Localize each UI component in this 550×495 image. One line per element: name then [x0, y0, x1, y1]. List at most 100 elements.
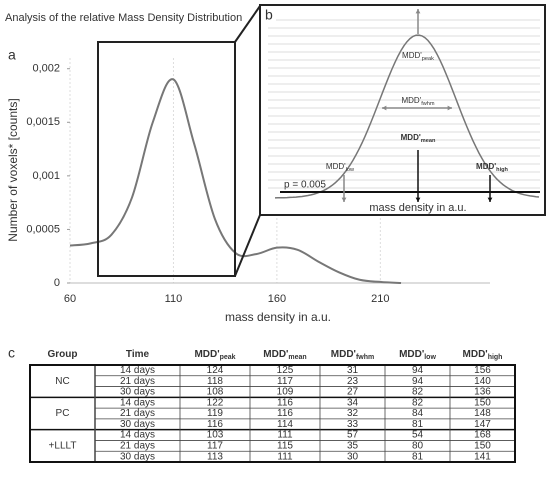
table: Group Time MDD'peak MDD'mean MDD'fwhm MDD'low… [29, 349, 516, 463]
table-header-main: MDD' [399, 349, 424, 360]
table-cell: 141 [474, 451, 491, 462]
table-header: MDD'low [399, 349, 436, 361]
table-cell: 81 [412, 451, 424, 462]
table-header: MDD'mean [263, 349, 306, 361]
panel-label-bg [262, 7, 276, 23]
group-label: PC [56, 408, 70, 419]
inset-label: MDD'peak [402, 51, 434, 62]
y-tick-label: 0,0005 [26, 223, 60, 235]
table-cell: 23 [347, 376, 359, 387]
x-tick-label: 210 [371, 293, 389, 305]
table-cell: 168 [474, 430, 491, 441]
table-cell: 118 [207, 376, 223, 387]
table-cell: 115 [277, 440, 293, 451]
inset-label-main: MDD' [401, 96, 421, 105]
table-cell: 113 [207, 451, 223, 462]
table-cell: 54 [412, 430, 424, 441]
table-cell: 31 [347, 365, 359, 376]
inset-label-main: MDD' [326, 162, 346, 171]
x-tick-label: 110 [165, 293, 183, 305]
arrow-head [415, 9, 421, 14]
table-header-main: MDD' [194, 349, 219, 360]
panel-label: c [8, 345, 15, 361]
table-cell: 57 [347, 430, 359, 441]
table-border [29, 364, 516, 463]
table-cell: 80 [412, 440, 424, 451]
table-cell: 94 [412, 365, 424, 376]
table-cell: 32 [347, 408, 359, 419]
panel-label: a [8, 47, 16, 63]
table-cell: 124 [207, 365, 224, 376]
threshold-label: p = 0.005 [284, 180, 326, 191]
table-header-main: Group [48, 349, 78, 360]
table-cell: 27 [347, 387, 359, 398]
table-cell: 108 [207, 387, 224, 398]
table-cell: 156 [474, 365, 491, 376]
table-header: Time [126, 349, 150, 360]
table-cell: 125 [277, 365, 294, 376]
table-header-main: MDD' [263, 349, 288, 360]
table-cell: 103 [207, 430, 224, 441]
table-cell: 34 [347, 397, 359, 408]
table-header-main: MDD' [463, 349, 488, 360]
table-header-main: Time [126, 349, 150, 360]
table-cell: 82 [412, 387, 424, 398]
table-cell: 148 [474, 408, 491, 419]
zoom-connector [234, 214, 261, 277]
y-tick-label: 0 [54, 277, 60, 289]
table-cell: 111 [277, 451, 293, 462]
table-header-sub: peak [220, 354, 236, 361]
table-header-main: MDD' [331, 349, 356, 360]
table-cell: 35 [347, 440, 359, 451]
table-cell: 21 days [120, 408, 155, 419]
table-cell: 140 [474, 376, 491, 387]
arrow-head [415, 197, 421, 202]
y-tick-label: 0,002 [32, 63, 60, 75]
table-cell: 94 [412, 376, 424, 387]
inset-label-sub: high [496, 167, 508, 173]
table-cell: 147 [474, 419, 491, 430]
table-cell: 150 [474, 397, 491, 408]
inset-label-main: MDD' [401, 133, 421, 142]
zoom-connector [234, 5, 261, 43]
arrow-head [447, 105, 452, 111]
table-cell: 150 [474, 440, 491, 451]
table-cell: 81 [412, 419, 424, 430]
table-cell: 30 days [120, 419, 155, 430]
x-axis-label: mass density in a.u. [225, 310, 331, 324]
table-cell: 14 days [120, 365, 155, 376]
zoom-box [97, 41, 236, 277]
inset-label-sub: fwhm [421, 101, 435, 107]
table-cell: 109 [277, 387, 294, 398]
inset-label-sub: peak [422, 56, 434, 62]
table-cell: 30 [347, 451, 359, 462]
table-cell: 30 days [120, 451, 155, 462]
table-cell: 33 [347, 419, 359, 430]
y-tick-label: 0,0015 [26, 116, 60, 128]
inset-label-sub: low [346, 167, 355, 173]
x-tick-label: 160 [268, 293, 286, 305]
y-tick-label: 0,001 [32, 170, 60, 182]
table-cell: 116 [207, 419, 223, 430]
table-cell: 117 [207, 440, 223, 451]
panel-label: b [265, 7, 273, 23]
table-header-sub: mean [288, 354, 306, 361]
y-axis-label: Number of voxels* [counts] [6, 98, 20, 241]
arrow-head [487, 197, 493, 202]
inset-label: MDD'low [326, 162, 355, 173]
inset-label: MDD'high [476, 162, 509, 173]
x-tick-label: 60 [64, 293, 76, 305]
table-cell: 21 days [120, 376, 155, 387]
table-header: MDD'high [463, 349, 503, 361]
table-header-sub: fwhm [356, 354, 374, 361]
inset-label: MDD'mean [401, 133, 436, 144]
table-cell: 30 days [120, 387, 155, 398]
table-header: MDD'fwhm [331, 349, 374, 361]
table-header: MDD'peak [194, 349, 235, 361]
arrow-head [341, 197, 347, 202]
table-cell: 111 [277, 430, 293, 441]
table-cell: 119 [207, 408, 223, 419]
table-header-sub: low [424, 354, 436, 361]
